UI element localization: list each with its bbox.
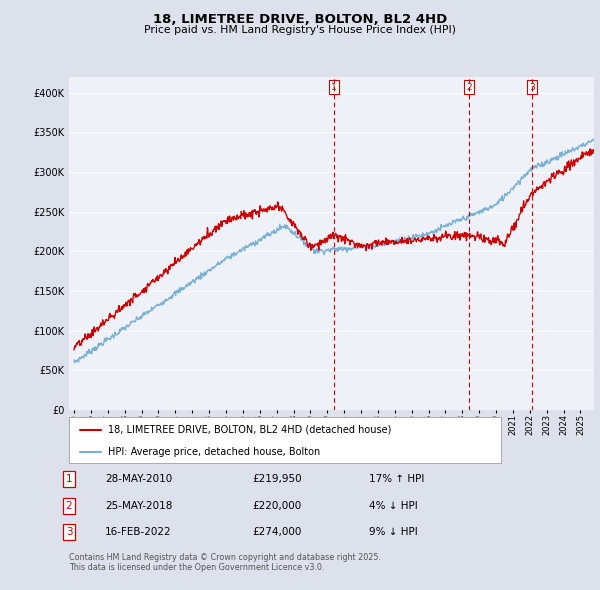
Text: £219,950: £219,950 [252,474,302,484]
Text: 3: 3 [65,527,73,537]
Text: 3: 3 [529,83,535,91]
Text: 18, LIMETREE DRIVE, BOLTON, BL2 4HD (detached house): 18, LIMETREE DRIVE, BOLTON, BL2 4HD (det… [108,425,391,435]
Text: 16-FEB-2022: 16-FEB-2022 [105,527,172,537]
Text: Contains HM Land Registry data © Crown copyright and database right 2025.: Contains HM Land Registry data © Crown c… [69,553,381,562]
Text: 2: 2 [466,83,472,91]
Text: This data is licensed under the Open Government Licence v3.0.: This data is licensed under the Open Gov… [69,563,325,572]
Text: 25-MAY-2018: 25-MAY-2018 [105,501,172,510]
Text: £220,000: £220,000 [252,501,301,510]
Text: 1: 1 [65,474,73,484]
Text: 4% ↓ HPI: 4% ↓ HPI [369,501,418,510]
Text: 18, LIMETREE DRIVE, BOLTON, BL2 4HD: 18, LIMETREE DRIVE, BOLTON, BL2 4HD [153,13,447,26]
Text: 28-MAY-2010: 28-MAY-2010 [105,474,172,484]
Text: 17% ↑ HPI: 17% ↑ HPI [369,474,424,484]
Text: 1: 1 [331,83,337,91]
Text: 2: 2 [65,501,73,510]
Text: £274,000: £274,000 [252,527,301,537]
Text: Price paid vs. HM Land Registry's House Price Index (HPI): Price paid vs. HM Land Registry's House … [144,25,456,35]
Text: 9% ↓ HPI: 9% ↓ HPI [369,527,418,537]
Text: HPI: Average price, detached house, Bolton: HPI: Average price, detached house, Bolt… [108,447,320,457]
